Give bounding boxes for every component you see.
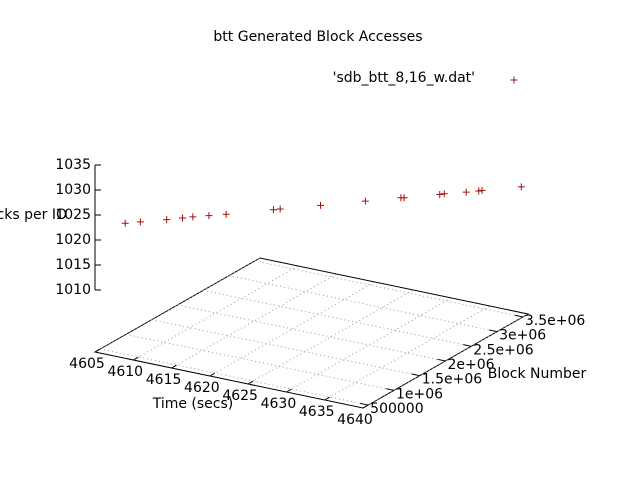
point: [222, 210, 230, 218]
point: [400, 194, 408, 202]
legend-label: 'sdb_btt_8,16_w.dat': [333, 70, 475, 86]
base-frame: [93, 257, 530, 409]
grid-line: [209, 281, 376, 377]
y-tick: [463, 344, 472, 347]
y-axis-label: Block Number: [488, 366, 587, 382]
x-tick-label: 4610: [107, 364, 143, 380]
point: [136, 218, 144, 226]
x-tick-label: 4605: [69, 356, 105, 372]
x-tick-label: 4625: [222, 388, 258, 404]
y-tick: [360, 402, 369, 406]
y-tick-label: 2.5e+06: [473, 342, 534, 358]
z-tick-label: 1020: [55, 232, 91, 248]
point: [517, 183, 525, 191]
z-axis-label: Blocks per IO: [0, 207, 67, 223]
y-tick: [385, 388, 395, 391]
y-tick-label: 500000: [370, 401, 423, 417]
point: [361, 197, 369, 205]
x-tick-label: 4640: [337, 412, 373, 428]
x-tick-label: 4615: [146, 372, 182, 388]
chart-title: btt Generated Block Accesses: [213, 29, 422, 45]
grid-line: [203, 289, 472, 347]
y-tick: [514, 314, 523, 318]
point: [478, 186, 486, 194]
y-tick-label: 1e+06: [396, 386, 443, 402]
x-tick: [171, 364, 177, 369]
point: [269, 206, 277, 214]
z-tick-label: 1025: [55, 207, 91, 223]
grid-line: [100, 348, 369, 406]
grid-line: [254, 260, 523, 318]
grid-line: [151, 319, 420, 377]
legend-marker: [510, 76, 518, 84]
point: [462, 188, 470, 196]
grid-line: [177, 304, 446, 362]
x-tick: [286, 388, 292, 393]
grid-line: [228, 275, 498, 333]
x-tick: [362, 404, 369, 409]
x-axis-label: Time (secs): [152, 396, 234, 412]
y-tick: [437, 358, 446, 362]
z-tick-label: 1015: [55, 257, 91, 273]
x-tick-label: 4635: [299, 404, 335, 420]
x-tick: [324, 396, 330, 401]
y-tick-label: 3.5e+06: [525, 313, 586, 329]
x-tick: [247, 380, 254, 385]
point: [205, 212, 213, 220]
point: [317, 201, 325, 209]
y-tick-label: 2e+06: [448, 357, 495, 373]
y-tick-label: 3e+06: [499, 328, 546, 344]
x-tick: [133, 356, 139, 361]
y-tick: [411, 373, 420, 377]
grid-line: [171, 273, 337, 369]
point: [276, 205, 284, 213]
point: [436, 190, 444, 198]
z-tick-label: 1035: [55, 157, 91, 173]
x-tick: [94, 348, 101, 353]
grid-line: [125, 333, 395, 391]
x-tick-label: 4630: [261, 396, 297, 412]
z-tick-label: 1030: [55, 182, 91, 198]
z-tick-label: 1010: [55, 282, 91, 298]
point: [475, 187, 483, 195]
y-tick-label: 1.5e+06: [422, 372, 483, 388]
point: [440, 190, 448, 198]
point: [121, 219, 129, 227]
y-tick: [488, 329, 498, 333]
point: [163, 216, 171, 224]
x-tick-label: 4620: [184, 380, 220, 396]
point: [178, 214, 186, 222]
point: [189, 213, 197, 221]
x-tick: [209, 372, 216, 377]
